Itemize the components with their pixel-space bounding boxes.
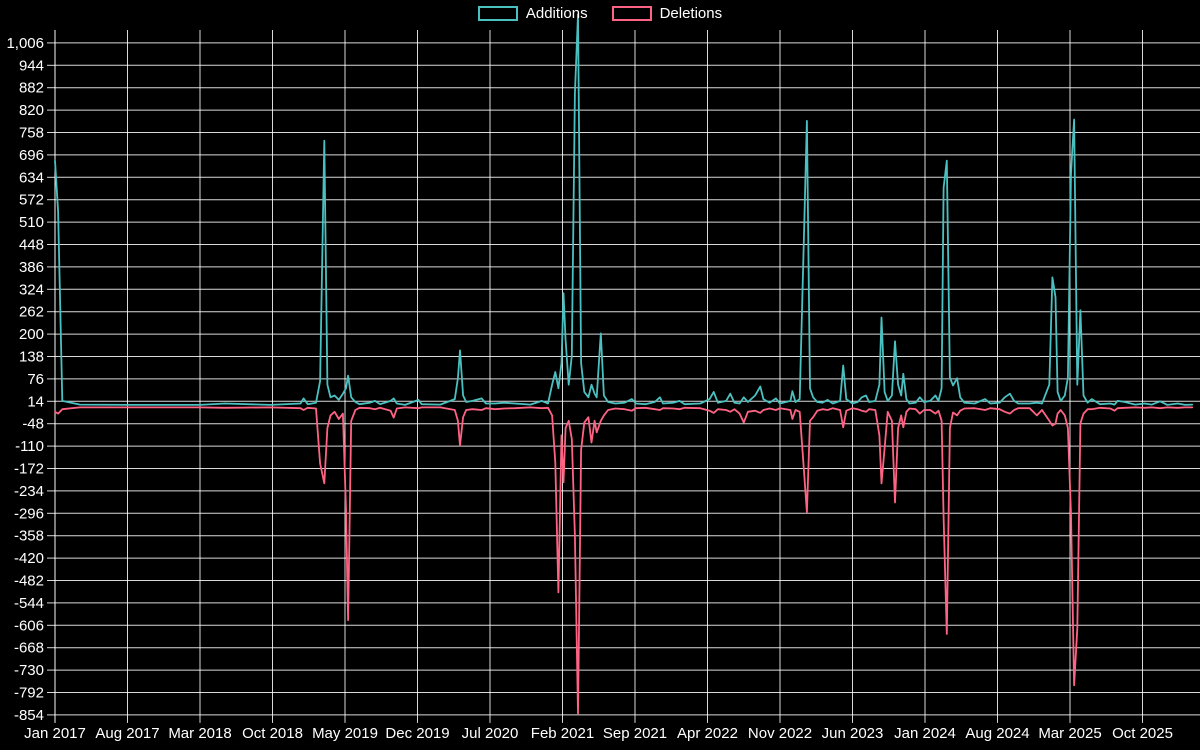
x-tick-label: Mar 2018 [168,725,231,742]
x-tick-label: Oct 2018 [242,725,303,742]
y-tick-label: 324 [19,281,44,298]
y-tick-label: 758 [19,125,44,142]
deletions-swatch [611,6,652,21]
y-tick-label: -420 [14,550,44,567]
y-tick-label: 448 [19,237,44,254]
y-tick-label: 14 [27,393,44,410]
x-tick-label: Aug 2017 [95,725,159,742]
y-tick-label: -606 [14,617,44,634]
chart-legend: Additions Deletions [0,6,1200,21]
y-tick-label: -544 [14,595,44,612]
x-tick-label: Jun 2023 [822,725,884,742]
y-tick-label: 510 [19,214,44,231]
x-tick-label: Nov 2022 [748,725,812,742]
y-tick-label: -172 [14,461,44,478]
y-tick-label: -48 [22,416,44,433]
y-tick-label: 572 [19,192,44,209]
additions-legend-label: Additions [525,5,588,22]
y-tick-label: 200 [19,326,44,343]
x-tick-label: Oct 2025 [1112,725,1173,742]
additions-swatch [477,6,518,21]
x-tick-label: Jan 2024 [894,725,956,742]
y-tick-label: 696 [19,147,44,164]
x-tick-label: May 2019 [312,725,378,742]
legend-item-additions[interactable]: Additions [477,5,588,22]
additions-line [54,13,1194,406]
y-tick-label: 882 [19,80,44,97]
x-tick-label: Mar 2025 [1038,725,1101,742]
x-tick-label: Dec 2019 [385,725,449,742]
y-tick-label: -482 [14,573,44,590]
y-tick-label: -234 [14,483,44,500]
y-tick-label: -668 [14,640,44,657]
y-tick-label: 386 [19,259,44,276]
y-tick-label: -296 [14,505,44,522]
x-tick-label: Jan 2017 [24,725,86,742]
y-tick-label: 1,006 [6,35,44,52]
y-tick-label: -730 [14,662,44,679]
y-tick-label: 820 [19,102,44,119]
x-tick-label: Feb 2021 [531,725,594,742]
y-tick-label: 138 [19,349,44,366]
y-tick-label: 262 [19,304,44,321]
deletions-legend-label: Deletions [659,5,723,22]
y-tick-label: -854 [14,707,44,724]
x-tick-label: Apr 2022 [677,725,738,742]
y-tick-label: 944 [19,57,44,74]
y-tick-label: 634 [19,169,44,186]
y-tick-label: 76 [27,371,44,388]
x-tick-label: Sep 2021 [603,725,667,742]
y-tick-label: -792 [14,685,44,702]
y-tick-label: -358 [14,528,44,545]
legend-item-deletions[interactable]: Deletions [611,5,723,22]
x-tick-label: Jul 2020 [462,725,519,742]
y-tick-label: -110 [15,438,44,455]
x-tick-label: Aug 2024 [965,725,1029,742]
deletions-line [54,406,1194,715]
